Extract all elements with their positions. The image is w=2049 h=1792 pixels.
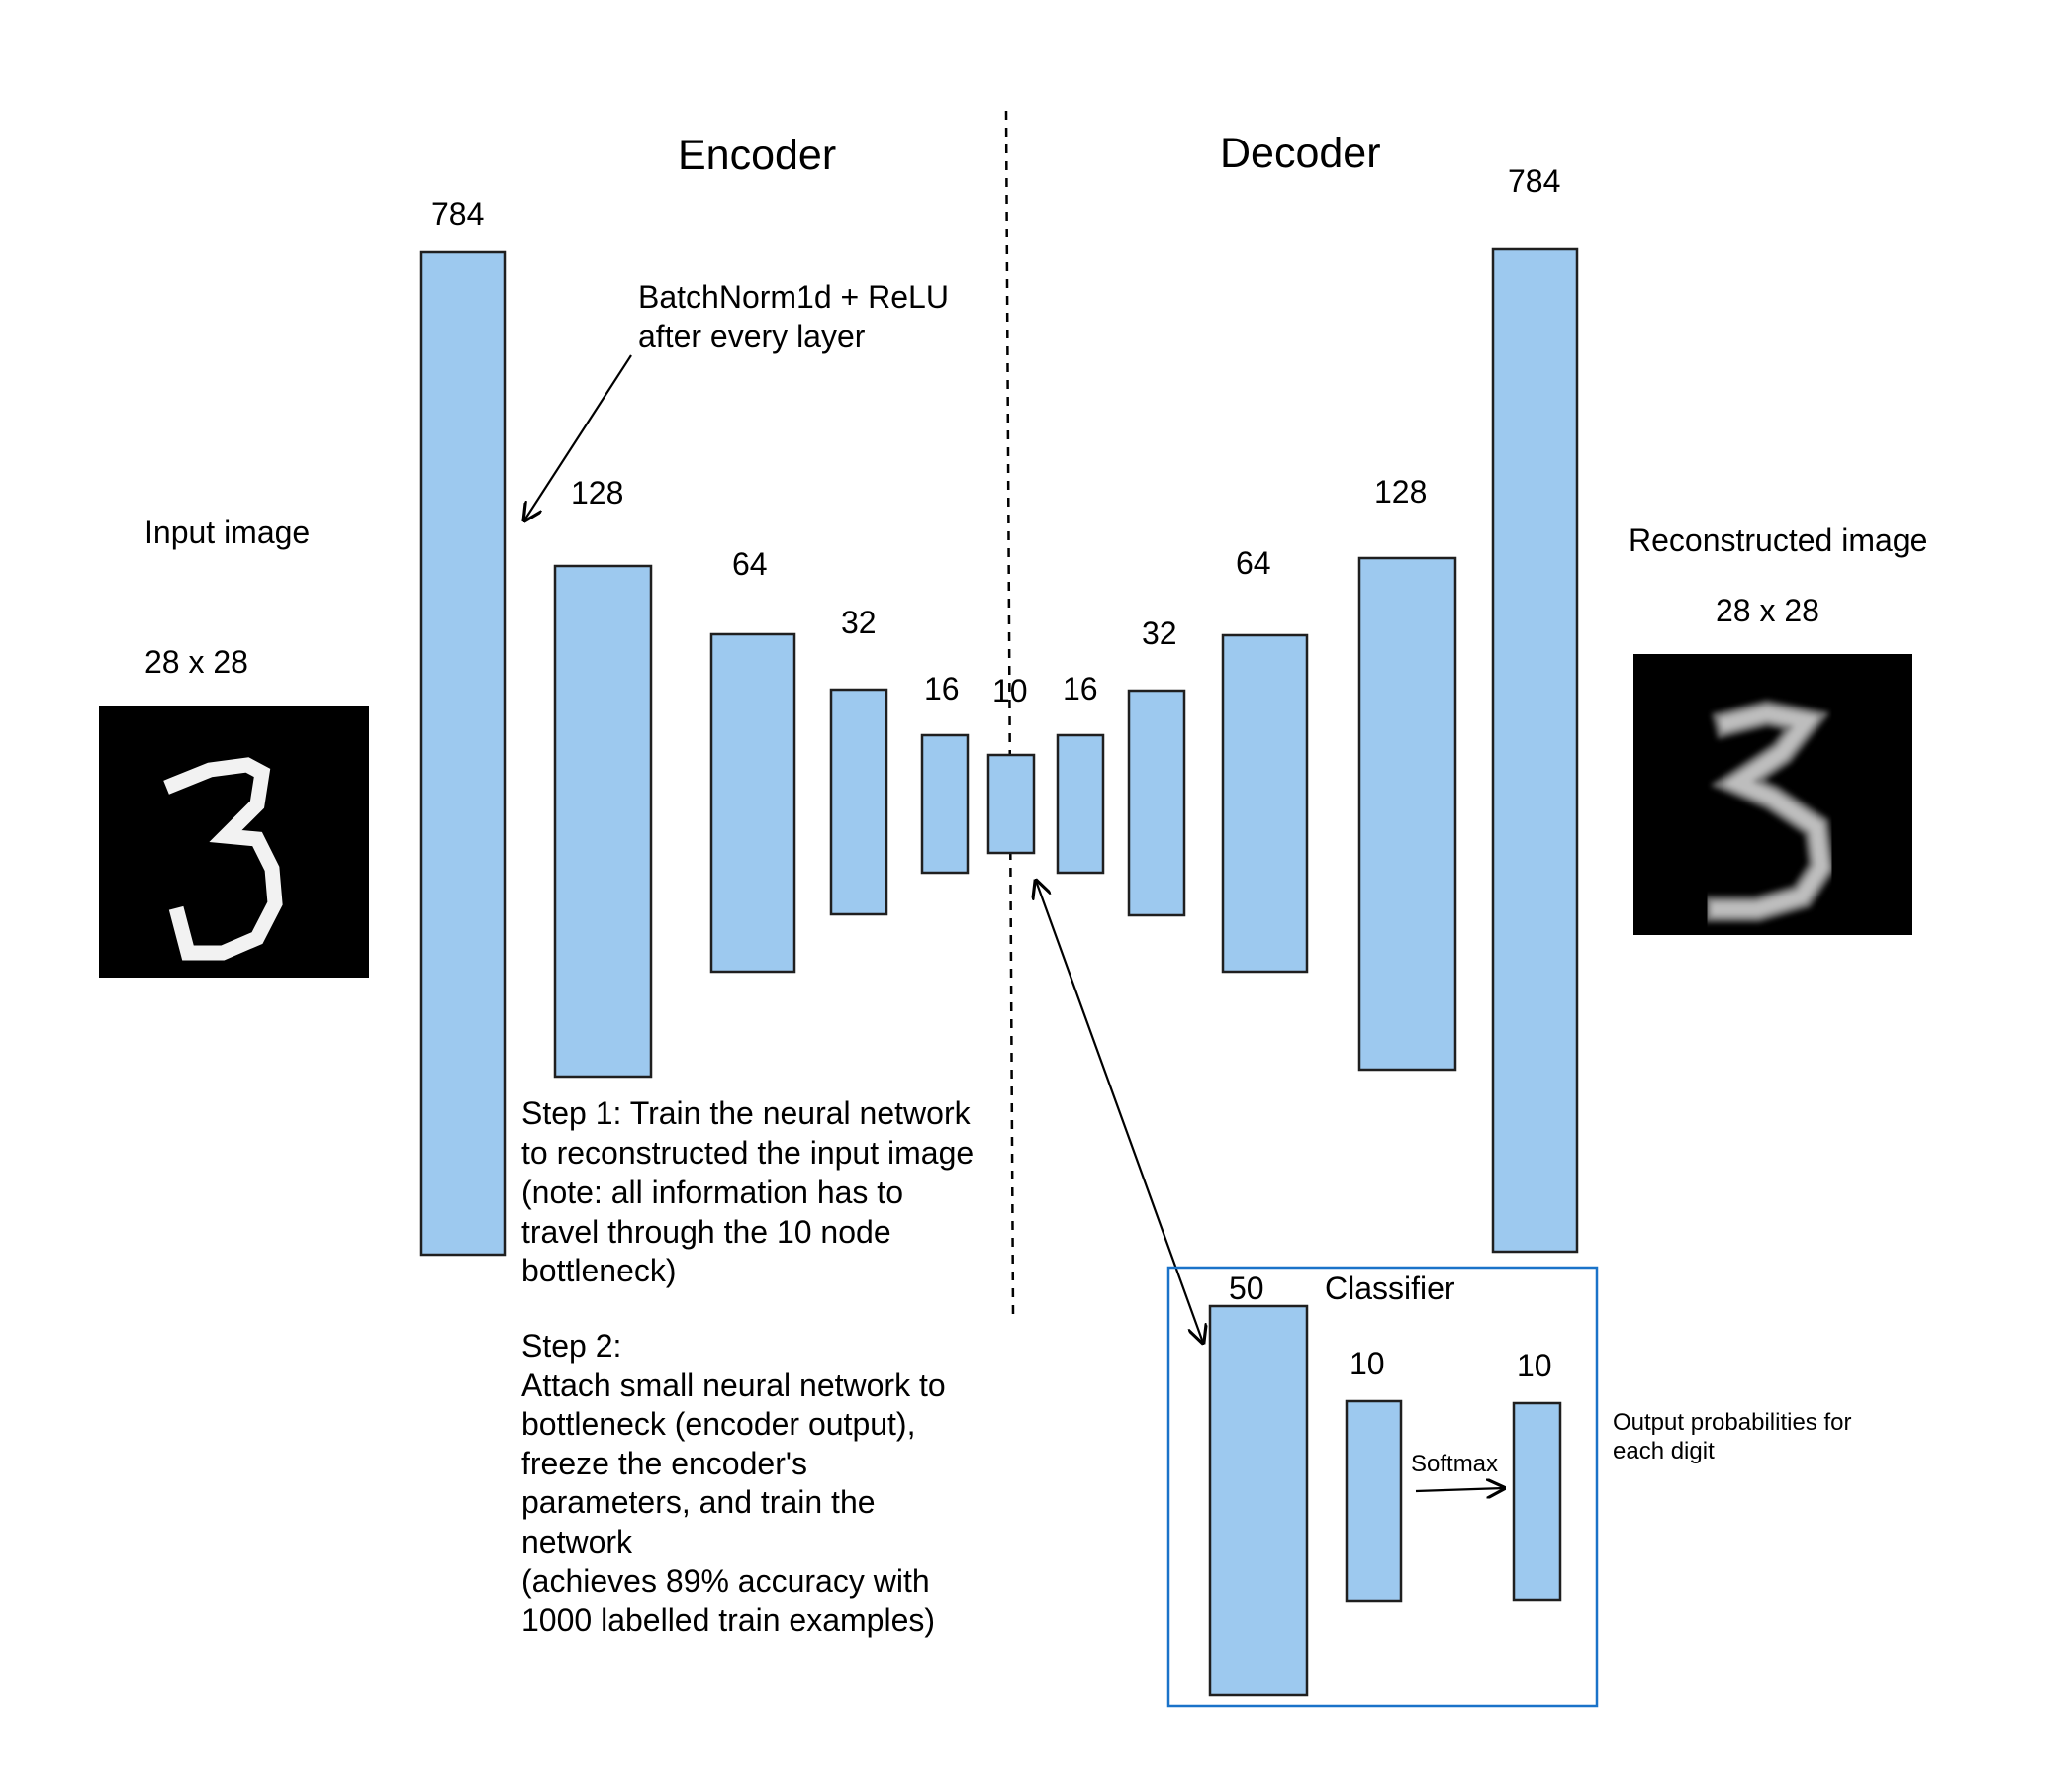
encoder-layer-784-label: 784 [431,196,484,232]
classifier-layer-10-label: 10 [1350,1346,1385,1381]
reconstructed-digit-image [1633,654,1912,935]
step1-line-4: travel through the 10 node [521,1214,891,1250]
encoder-layer-32-label: 32 [841,605,877,640]
input-image-size: 28 x 28 [144,644,248,680]
reconstructed-image-label: Reconstructed image [1629,522,1927,558]
encoder-layer-32 [829,688,888,916]
step2-line-2: Attach small neural network to [521,1368,946,1403]
encoder-layer-64 [709,632,796,974]
softmax-output-layer-10 [1512,1401,1562,1602]
decoder-layer-64-label: 64 [1236,545,1271,581]
step1-line-3: (note: all information has to [521,1175,903,1210]
step2-line-3: bottleneck (encoder output), [521,1406,915,1442]
input-image-label: Input image [144,515,310,550]
step-notes: Step 1: Train the neural network to reco… [521,1095,974,1638]
encoder-layer-128 [553,564,653,1079]
softmax-arrow [1415,1488,1504,1491]
softmax-label: Softmax [1411,1451,1498,1477]
encoder-layer-128-label: 128 [571,475,623,511]
encoder-layer-16 [920,733,970,875]
step2-line-7: (achieves 89% accuracy with [521,1563,930,1599]
output-probs-line-1: Output probabilities for [1613,1409,1851,1436]
classifier-box [1166,1266,1599,1708]
decoder-layer-128 [1357,556,1457,1072]
batchnorm-arrow [524,354,632,520]
bottleneck-layer-10 [986,753,1036,855]
step2-line-4: freeze the encoder's [521,1446,807,1481]
batchnorm-note-line-1: BatchNorm1d + ReLU [638,279,949,315]
decoder-layer-32 [1127,689,1186,917]
step2-line-6: network [521,1524,633,1559]
step2-line-8: 1000 labelled train examples) [521,1602,935,1638]
step1-line-1: Step 1: Train the neural network [521,1095,972,1131]
encoder-layer-784 [419,250,507,1257]
encoder-heading: Encoder [678,132,836,179]
decoder-layer-784 [1491,247,1579,1254]
decoder-layer-128-label: 128 [1374,474,1427,510]
step1-line-2: to reconstructed the input image [521,1135,974,1171]
decoder-layer-16 [1056,733,1105,875]
encoder-layer-16-label: 16 [924,671,960,707]
input-digit-image [99,706,369,978]
output-probs-line-2: each digit [1613,1438,1715,1464]
decoder-layer-32-label: 32 [1142,615,1177,651]
classifier-layer-50-label: 50 [1229,1271,1264,1306]
decoder-layer-16-label: 16 [1063,671,1098,707]
classifier-heading: Classifier [1325,1271,1455,1306]
classifier-layer-10 [1345,1399,1403,1603]
softmax-output-layer-10-label: 10 [1517,1348,1552,1383]
decoder-layer-784-label: 784 [1508,163,1560,199]
step1-line-5: bottleneck) [521,1253,677,1288]
decoder-layer-64 [1221,633,1309,974]
step2-line-1: Step 2: [521,1328,621,1364]
bottleneck-layer-10-label: 10 [992,673,1028,708]
decoder-heading: Decoder [1220,130,1381,177]
batchnorm-note-line-2: after every layer [638,319,866,354]
encoder-layer-64-label: 64 [732,546,768,582]
bottleneck-classifier-arrow [1036,881,1203,1343]
classifier-layer-50 [1208,1304,1309,1697]
reconstructed-image-size: 28 x 28 [1716,593,1819,628]
encoder-decoder-divider [1004,110,1015,1317]
step2-line-5: parameters, and train the [521,1484,876,1520]
